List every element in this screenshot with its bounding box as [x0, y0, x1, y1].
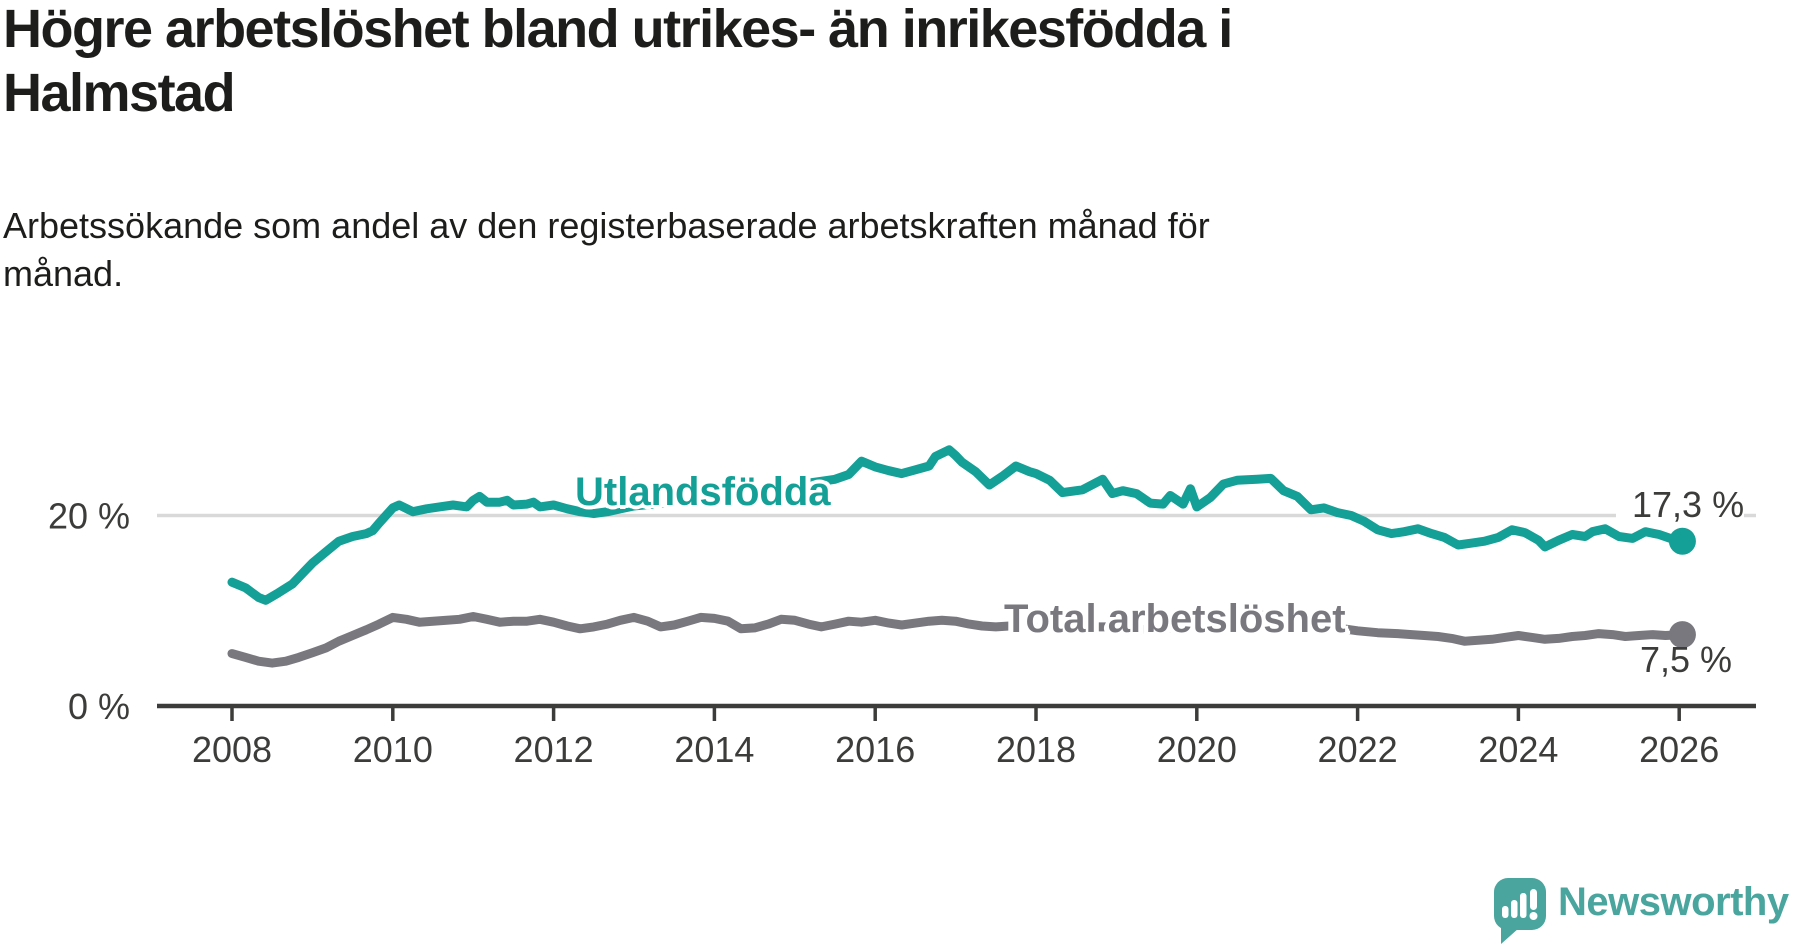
title-line-2: Halmstad — [3, 63, 236, 123]
subtitle-line-2: månad. — [3, 253, 124, 294]
x-tick-label: 2010 — [353, 729, 433, 770]
x-tick-label: 2018 — [996, 729, 1076, 770]
x-tick-label: 2024 — [1478, 729, 1558, 770]
series-label-total-arbetsloshet: Total arbetslöshet — [1004, 597, 1346, 641]
end-value-label-total: 7,5 % — [1640, 639, 1733, 680]
series-line-0 — [227, 445, 1687, 605]
end-value-label-utlandsfodda: 17,3 % — [1632, 484, 1745, 525]
page-title: Högre arbetslöshet bland utrikes- än inr… — [3, 0, 1233, 125]
series-line-1 — [227, 610, 1687, 668]
newsworthy-logo-icon — [1494, 878, 1546, 944]
series-end-dot-0 — [1668, 527, 1696, 555]
y-tick-label: 20 % — [48, 496, 130, 537]
x-tick-label: 2014 — [674, 729, 754, 770]
series-label-utlandsfodda: Utlandsfödda — [575, 470, 831, 514]
series-end-dot-1 — [1668, 621, 1696, 649]
x-tick-label: 2022 — [1318, 729, 1398, 770]
logo-bars-icon — [1502, 889, 1538, 920]
x-tick-label: 2008 — [192, 729, 272, 770]
x-tick-label: 2012 — [514, 729, 594, 770]
newsworthy-brand-text: Newsworthy — [1558, 880, 1789, 924]
chart-subtitle: Arbetssökande som andel av den registerb… — [3, 202, 1210, 298]
y-tick-label: 0 % — [68, 686, 130, 727]
subtitle-line-1: Arbetssökande som andel av den registerb… — [3, 205, 1210, 246]
x-tick-label: 2020 — [1157, 729, 1237, 770]
logo-speech-tail — [1501, 928, 1519, 944]
title-line-1: Högre arbetslöshet bland utrikes- än inr… — [3, 0, 1233, 59]
x-tick-label: 2026 — [1639, 729, 1719, 770]
x-tick-label: 2016 — [835, 729, 915, 770]
